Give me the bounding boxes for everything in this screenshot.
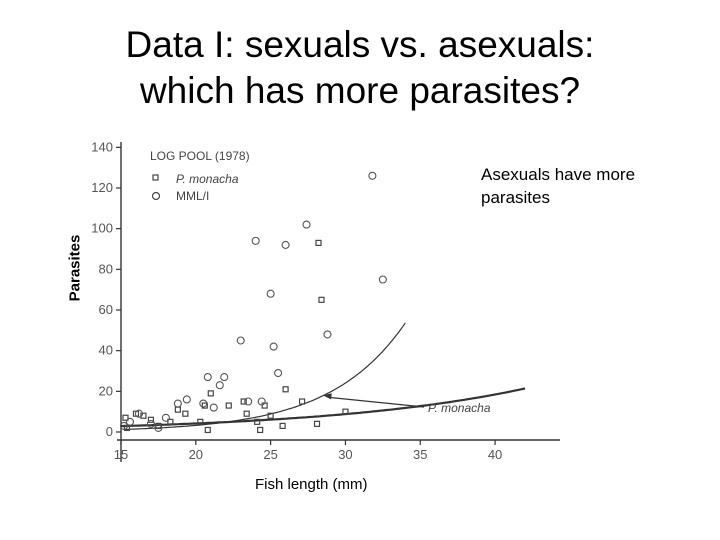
point-p-monacha <box>315 239 322 246</box>
point-mml <box>378 275 387 284</box>
slide-title-line-1: Data I: sexuals vs. asexuals: <box>125 24 595 65</box>
point-p-monacha <box>197 418 204 425</box>
slide-annotation-line-2: parasites <box>481 188 550 207</box>
point-p-monacha <box>147 416 155 423</box>
y-tick-label: 60 <box>99 302 113 317</box>
y-axis-ticks: 0 20 40 60 80 100 120 140 <box>91 139 121 439</box>
legend-source-label: LOG POOL (1978) <box>150 149 250 163</box>
point-p-monacha <box>140 412 147 419</box>
point-mml <box>266 289 275 298</box>
legend-entry-p-monacha: P. monacha <box>176 172 239 186</box>
slide-annotation: Asexuals have more parasites <box>481 163 701 209</box>
fit-curves <box>120 322 526 431</box>
y-tick-label: 120 <box>91 180 113 195</box>
x-tick-label: 25 <box>263 447 277 462</box>
point-mml <box>161 413 170 422</box>
data-points <box>119 171 387 434</box>
fit-curve-mml <box>123 322 406 431</box>
point-mml <box>368 171 377 180</box>
point-p-monacha <box>267 412 274 419</box>
point-p-monacha <box>204 426 211 434</box>
point-mml <box>281 240 290 249</box>
point-p-monacha <box>182 410 189 417</box>
y-tick-label: 80 <box>99 261 113 276</box>
point-mml <box>251 236 260 245</box>
point-mml <box>146 419 155 428</box>
slide-title: Data I: sexuals vs. asexuals: which has … <box>0 22 720 114</box>
point-p-monacha <box>167 418 174 425</box>
point-mml <box>302 220 311 229</box>
y-tick-label: 40 <box>99 343 113 358</box>
annotation-label-p-monacha: P. monacha <box>428 401 491 415</box>
point-mml <box>134 409 144 418</box>
point-p-monacha <box>313 420 321 427</box>
slide-title-line-2: which has more parasites? <box>139 70 581 111</box>
x-tick-label: 40 <box>488 447 502 462</box>
legend-entry-mml: MML/I <box>176 189 209 203</box>
point-p-monacha <box>279 422 286 429</box>
point-p-monacha <box>257 426 264 434</box>
point-mml <box>209 403 218 412</box>
x-axis-label: Fish length (mm) <box>255 476 368 493</box>
point-mml <box>173 399 182 408</box>
annotation-arrowhead-icon <box>323 393 332 400</box>
x-tick-label: 30 <box>338 447 352 462</box>
point-p-monacha <box>207 390 214 397</box>
point-mml <box>323 330 332 339</box>
y-tick-label: 0 <box>106 424 113 439</box>
fit-curve-p-monacha <box>120 387 526 428</box>
point-p-monacha <box>201 402 208 409</box>
x-tick-label: 20 <box>189 447 203 462</box>
point-mml <box>274 368 283 378</box>
x-tick-label: 15 <box>114 447 128 462</box>
point-mml <box>199 399 208 408</box>
legend: LOG POOL (1978) P. monacha MML/I <box>150 149 250 203</box>
point-mml <box>236 336 245 345</box>
point-p-monacha <box>174 406 181 413</box>
slide-annotation-line-1: Asexuals have more <box>481 165 636 184</box>
point-mml <box>182 395 191 404</box>
y-tick-label: 140 <box>91 139 113 154</box>
x-axis-ticks: 15 20 25 30 35 40 <box>114 440 502 462</box>
y-tick-label: 20 <box>99 383 113 398</box>
point-p-monacha <box>122 414 129 421</box>
legend-circle-marker-icon <box>151 191 161 201</box>
point-mml <box>154 423 163 432</box>
point-mml <box>257 397 266 406</box>
y-axis-label: Parasites <box>66 234 84 302</box>
point-p-monacha <box>243 410 250 417</box>
point-p-monacha <box>254 418 261 425</box>
point-p-monacha <box>282 386 289 393</box>
point-p-monacha <box>225 402 232 409</box>
point-mml <box>119 421 129 430</box>
point-mml <box>244 397 253 406</box>
point-mml <box>215 381 224 390</box>
point-mml <box>203 373 212 382</box>
point-p-monacha <box>318 296 325 303</box>
point-p-monacha <box>240 398 247 405</box>
point-mml <box>220 373 229 382</box>
annotation-arrow <box>328 396 425 408</box>
legend-square-marker-icon <box>152 174 159 181</box>
y-tick-label: 100 <box>91 221 113 236</box>
curve-annotation: P. monacha <box>323 393 491 415</box>
point-mml <box>269 342 278 351</box>
point-p-monacha <box>298 398 306 405</box>
point-mml <box>125 417 135 426</box>
x-tick-label: 35 <box>413 447 427 462</box>
point-p-monacha <box>342 408 349 415</box>
